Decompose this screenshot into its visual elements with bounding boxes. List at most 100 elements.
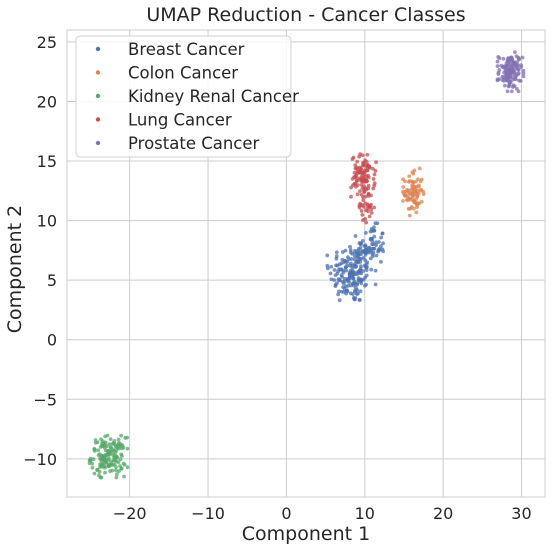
- data-point: [359, 257, 363, 261]
- legend-marker: [95, 140, 101, 146]
- data-point: [107, 442, 112, 447]
- data-point: [91, 457, 96, 462]
- data-point: [411, 206, 416, 211]
- data-point: [97, 469, 102, 474]
- y-tick-label: 20: [37, 92, 57, 111]
- data-point: [95, 440, 100, 445]
- data-point: [103, 440, 108, 445]
- data-point: [369, 211, 374, 215]
- data-point: [507, 81, 512, 86]
- data-point: [352, 248, 357, 253]
- data-point: [358, 289, 363, 294]
- data-point: [402, 193, 407, 198]
- data-point: [521, 68, 526, 73]
- data-point: [416, 183, 421, 188]
- data-point: [325, 266, 330, 271]
- data-point: [125, 446, 130, 451]
- data-point: [122, 462, 127, 467]
- data-point: [520, 55, 525, 60]
- data-point: [495, 64, 500, 68]
- data-point: [361, 250, 365, 255]
- x-tick-label: 10: [355, 504, 375, 523]
- x-tick-label: 20: [433, 504, 453, 523]
- data-point: [369, 227, 374, 231]
- data-point: [356, 251, 360, 256]
- data-point: [512, 63, 517, 68]
- data-point: [101, 464, 105, 469]
- data-point: [405, 197, 409, 202]
- data-point: [366, 173, 371, 178]
- data-point: [358, 152, 363, 157]
- y-tick-label: −10: [23, 450, 57, 469]
- data-point: [376, 248, 381, 253]
- plot-frame: [66, 29, 546, 498]
- data-point: [122, 474, 126, 479]
- data-point: [363, 231, 368, 235]
- data-point: [353, 163, 358, 168]
- data-point: [107, 463, 112, 467]
- data-point: [108, 469, 112, 474]
- x-tick-label: −20: [113, 504, 147, 523]
- x-tick-label: 0: [281, 504, 291, 523]
- y-tick-label: 0: [47, 331, 57, 350]
- legend-label: Prostate Cancer: [128, 134, 260, 153]
- data-point: [379, 244, 383, 248]
- data-point: [364, 179, 369, 184]
- data-point: [413, 190, 417, 194]
- data-point: [501, 64, 505, 69]
- data-point: [417, 166, 422, 171]
- data-point: [348, 248, 353, 252]
- data-point: [329, 264, 334, 269]
- data-point: [363, 217, 368, 221]
- data-point: [410, 180, 415, 184]
- data-point: [101, 456, 106, 461]
- data-point: [401, 199, 405, 203]
- data-point: [362, 283, 367, 288]
- data-point: [413, 201, 418, 206]
- data-point: [352, 170, 357, 175]
- data-point: [505, 78, 509, 83]
- data-point: [339, 261, 344, 266]
- data-point: [103, 434, 108, 439]
- data-point: [111, 447, 116, 452]
- data-point: [370, 246, 375, 251]
- data-point: [352, 297, 357, 302]
- data-point: [100, 439, 105, 444]
- data-point: [359, 241, 364, 245]
- data-point: [96, 448, 101, 453]
- data-point: [340, 257, 345, 262]
- data-point: [401, 185, 406, 189]
- data-point: [112, 439, 117, 443]
- data-point: [352, 175, 357, 179]
- data-point: [332, 278, 337, 282]
- data-point: [348, 244, 352, 249]
- data-point: [98, 462, 102, 467]
- data-point: [355, 159, 360, 164]
- x-tick-label: 30: [511, 504, 531, 523]
- data-point: [373, 221, 378, 226]
- data-point: [102, 443, 107, 448]
- data-point: [112, 457, 117, 461]
- legend-label: Colon Cancer: [128, 64, 238, 83]
- data-point: [106, 456, 111, 461]
- data-point: [341, 285, 345, 289]
- legend-marker: [95, 117, 101, 122]
- data-point: [401, 189, 405, 194]
- data-point: [107, 449, 112, 454]
- data-point: [114, 465, 118, 469]
- legend: Breast Cancer Colon Cancer Kidney Renal Ca…: [75, 35, 299, 158]
- data-point: [354, 178, 359, 183]
- data-point: [412, 185, 417, 190]
- data-point: [416, 177, 420, 182]
- data-point: [339, 273, 344, 278]
- data-point: [514, 54, 519, 59]
- data-point: [497, 77, 501, 82]
- data-point: [328, 271, 333, 276]
- legend-label: Lung Cancer: [128, 111, 232, 130]
- data-point: [410, 187, 414, 192]
- data-point: [343, 259, 348, 263]
- data-point: [90, 465, 95, 470]
- data-point: [119, 433, 123, 438]
- data-point: [406, 207, 411, 211]
